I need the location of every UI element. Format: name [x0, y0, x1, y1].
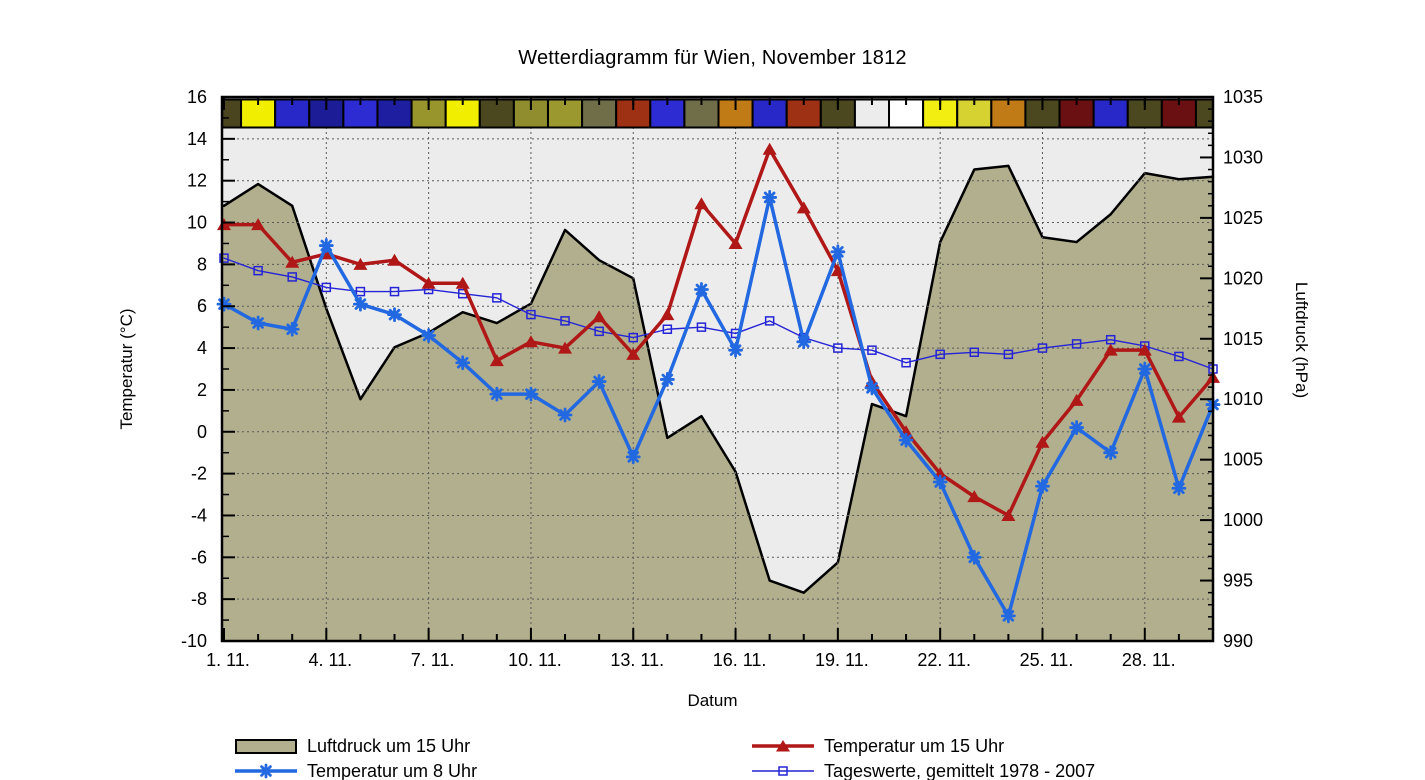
y-left-tick-label: -6 — [191, 547, 207, 567]
chart-title: Wetterdiagramm für Wien, November 1812 — [518, 47, 907, 69]
axis-ticks — [222, 96, 1214, 642]
x-tick-label: 22. 11. — [917, 650, 971, 670]
y-right-tick-label: 995 — [1223, 571, 1253, 591]
y-left-tick-label: -10 — [181, 631, 207, 651]
legend-item-temperatur-8uhr: Temperatur um 8 Uhr — [235, 760, 478, 780]
legend-label-temperatur-15uhr: Temperatur um 15 Uhr — [824, 735, 1005, 756]
y-right-tick-label: 1015 — [1223, 329, 1263, 349]
legend-swatch-line-asterisk — [235, 763, 297, 779]
legend-label-temperatur-8uhr: Temperatur um 8 Uhr — [307, 760, 478, 780]
series-temperatur-um-8-uhr — [216, 190, 1221, 624]
legend-item-temperatur-15uhr: Temperatur um 15 Uhr — [752, 735, 1005, 756]
y-right-tick-label: 1005 — [1223, 450, 1263, 470]
y-left-tick-label: 14 — [187, 129, 207, 149]
legend-item-tageswerte: Tageswerte, gemittelt 1978 - 2007 — [752, 760, 1096, 780]
axis-tick-labels: 1. 11. 4. 11. 7. 11. 10. 11. 13. 11. 16. 11. 1… — [181, 87, 1263, 670]
y-left-tick-label: -4 — [191, 505, 207, 525]
y-left-tick-label: 6 — [197, 296, 207, 316]
y-left-tick-label: 12 — [187, 171, 207, 191]
y-right-tick-label: 1030 — [1223, 147, 1263, 167]
legend-swatch-line-triangle — [752, 740, 814, 752]
legend-label-luftdruck-15uhr: Luftdruck um 15 Uhr — [307, 735, 471, 756]
day-color-strip — [221, 97, 1214, 129]
y-left-tick-label: 4 — [197, 338, 207, 358]
x-tick-label: 10. 11. — [508, 650, 562, 670]
x-tick-label: 13. 11. — [610, 650, 664, 670]
y-left-tick-label: 16 — [187, 87, 207, 107]
legend-swatch-area — [235, 739, 297, 755]
y-right-tick-label: 1035 — [1223, 87, 1263, 107]
x-tick-label: 28. 11. — [1122, 650, 1176, 670]
y-left-tick-label: 2 — [197, 380, 207, 400]
y-left-tick-label: 8 — [197, 254, 207, 274]
y-left-tick-label: 10 — [187, 213, 207, 233]
legend-swatch-line-square — [752, 766, 814, 776]
y-left-tick-label: -2 — [191, 464, 207, 484]
y-right-tick-label: 1020 — [1223, 268, 1263, 288]
grid — [222, 97, 1213, 641]
x-tick-label: 4. 11. — [308, 650, 352, 670]
y-right-tick-label: 1000 — [1223, 510, 1263, 530]
legend-item-luftdruck-15uhr: Luftdruck um 15 Uhr — [235, 735, 471, 756]
y-right-tick-label: 1010 — [1223, 389, 1263, 409]
x-axis-label-datum: Datum — [687, 691, 738, 710]
y-left-tick-label: 0 — [197, 422, 207, 442]
y-right-tick-label: 990 — [1223, 631, 1253, 651]
x-tick-label: 19. 11. — [815, 650, 869, 670]
x-tick-label: 7. 11. — [411, 650, 455, 670]
x-tick-label: 25. 11. — [1020, 650, 1074, 670]
day-strip-cell — [1194, 98, 1214, 129]
x-tick-label: 1. 11. — [206, 650, 250, 670]
y-right-tick-label: 1025 — [1223, 208, 1263, 228]
x-tick-label: 16. 11. — [713, 650, 767, 670]
legend-label-tageswerte: Tageswerte, gemittelt 1978 - 2007 — [824, 760, 1096, 780]
day-strip-cell — [1160, 98, 1197, 129]
y-left-tick-label: -8 — [191, 589, 207, 609]
